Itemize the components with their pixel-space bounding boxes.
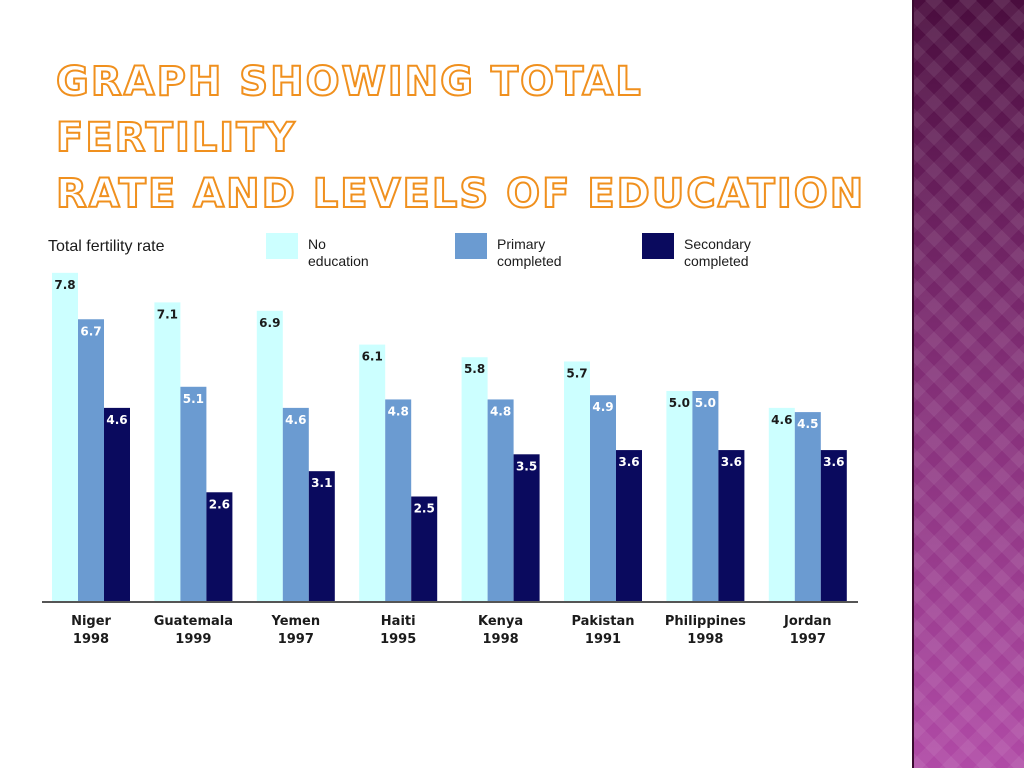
fertility-bar-chart: Total fertility rate NoeducationPrimaryc… [42,233,858,647]
bar-6-0 [666,391,693,602]
bar-7-0 [768,407,795,602]
value-label-0-2: 4.6 [106,413,127,427]
value-label-7-0: 4.6 [771,413,792,427]
legend-swatch-0 [266,233,298,259]
bar-0-1 [78,319,104,602]
category-label-4-1: 1998 [483,632,519,647]
category-label-0-1: 1998 [73,632,109,647]
value-label-6-1: 5.0 [695,396,716,410]
legend-label-0-0: No [308,236,326,252]
slide-title: Graph showing Total fertility rate and l… [55,54,896,222]
value-label-5-2: 3.6 [618,455,639,469]
chart-legend: NoeducationPrimarycompletedSecondarycomp… [266,233,751,269]
category-label-6-0: Philippines [665,614,746,629]
bar-6-1 [692,391,719,602]
value-label-7-1: 4.5 [797,417,818,431]
bar-3-0 [359,344,386,602]
legend-swatch-2 [642,233,674,259]
category-label-7-0: Jordan [783,614,832,629]
side-panel-edge [912,0,914,768]
value-label-1-0: 7.1 [157,307,178,321]
category-label-5-0: Pakistan [571,614,634,629]
category-label-2-1: 1997 [278,632,314,647]
category-label-6-1: 1998 [687,632,723,647]
bar-2-0 [256,310,283,602]
legend-label-1-0: Primary [497,236,545,252]
value-label-3-0: 6.1 [362,350,383,364]
legend-label-1-1: completed [497,253,562,269]
bar-2-2 [308,471,335,602]
value-label-4-0: 5.8 [464,362,485,376]
bar-1-0 [154,302,181,602]
bar-0-0 [52,272,78,602]
category-label-2-0: Yemen [270,614,320,629]
category-label-4-0: Kenya [478,614,523,629]
chart-ylabel: Total fertility rate [48,238,165,255]
bar-1-1 [180,386,207,602]
legend-label-2-1: completed [684,253,749,269]
bar-6-2 [718,450,745,602]
value-label-4-2: 3.5 [516,459,537,473]
bar-0-2 [104,407,130,602]
category-label-0-0: Niger [71,614,111,629]
category-label-3-1: 1995 [380,632,416,647]
bar-5-0 [564,361,590,602]
value-label-6-2: 3.6 [721,455,742,469]
slide-title-line-2: rate and levels of education [55,170,866,218]
bar-7-1 [794,412,821,602]
bar-4-2 [513,454,540,602]
decorative-side-panel [912,0,1024,768]
legend-swatch-1 [455,233,487,259]
value-label-3-2: 2.5 [414,502,435,516]
value-label-2-2: 3.1 [311,476,332,490]
category-label-7-1: 1997 [790,632,826,647]
bar-4-1 [487,399,514,602]
bar-5-2 [616,450,642,602]
value-label-2-0: 6.9 [259,316,280,330]
legend-label-2-0: Secondary [684,236,751,252]
value-label-0-1: 6.7 [80,324,101,338]
value-label-2-1: 4.6 [285,413,306,427]
value-label-1-2: 2.6 [209,497,230,511]
value-label-0-0: 7.8 [54,278,75,292]
bar-1-2 [206,492,233,602]
value-label-4-1: 4.8 [490,404,511,418]
value-label-3-1: 4.8 [388,404,409,418]
bar-5-1 [590,395,616,602]
value-label-5-0: 5.7 [566,366,587,380]
slide-title-line-1: Graph showing Total fertility [55,58,643,162]
category-label-3-0: Haiti [381,614,416,629]
bar-3-2 [411,496,438,602]
bar-3-1 [385,399,412,602]
value-label-6-0: 5.0 [669,396,690,410]
bar-7-2 [820,450,847,602]
value-label-1-1: 5.1 [183,392,204,406]
value-label-5-1: 4.9 [592,400,613,414]
category-label-1-0: Guatemala [154,614,233,629]
bar-4-0 [461,357,488,602]
category-label-5-1: 1991 [585,632,621,647]
chart-categories: Niger 1998 Guatemala 1999 Yemen 1997 Haiti 1995… [71,614,831,647]
legend-label-0-1: education [308,253,369,269]
chart-bars: 7.8 6.7 4.6 7.1 5.1 2.6 6.9 4.6 3.1 6.1 4.8 2.5 5.8 4… [52,272,847,602]
category-label-1-1: 1999 [175,632,211,647]
value-label-7-2: 3.6 [823,455,844,469]
bar-2-1 [282,407,309,602]
